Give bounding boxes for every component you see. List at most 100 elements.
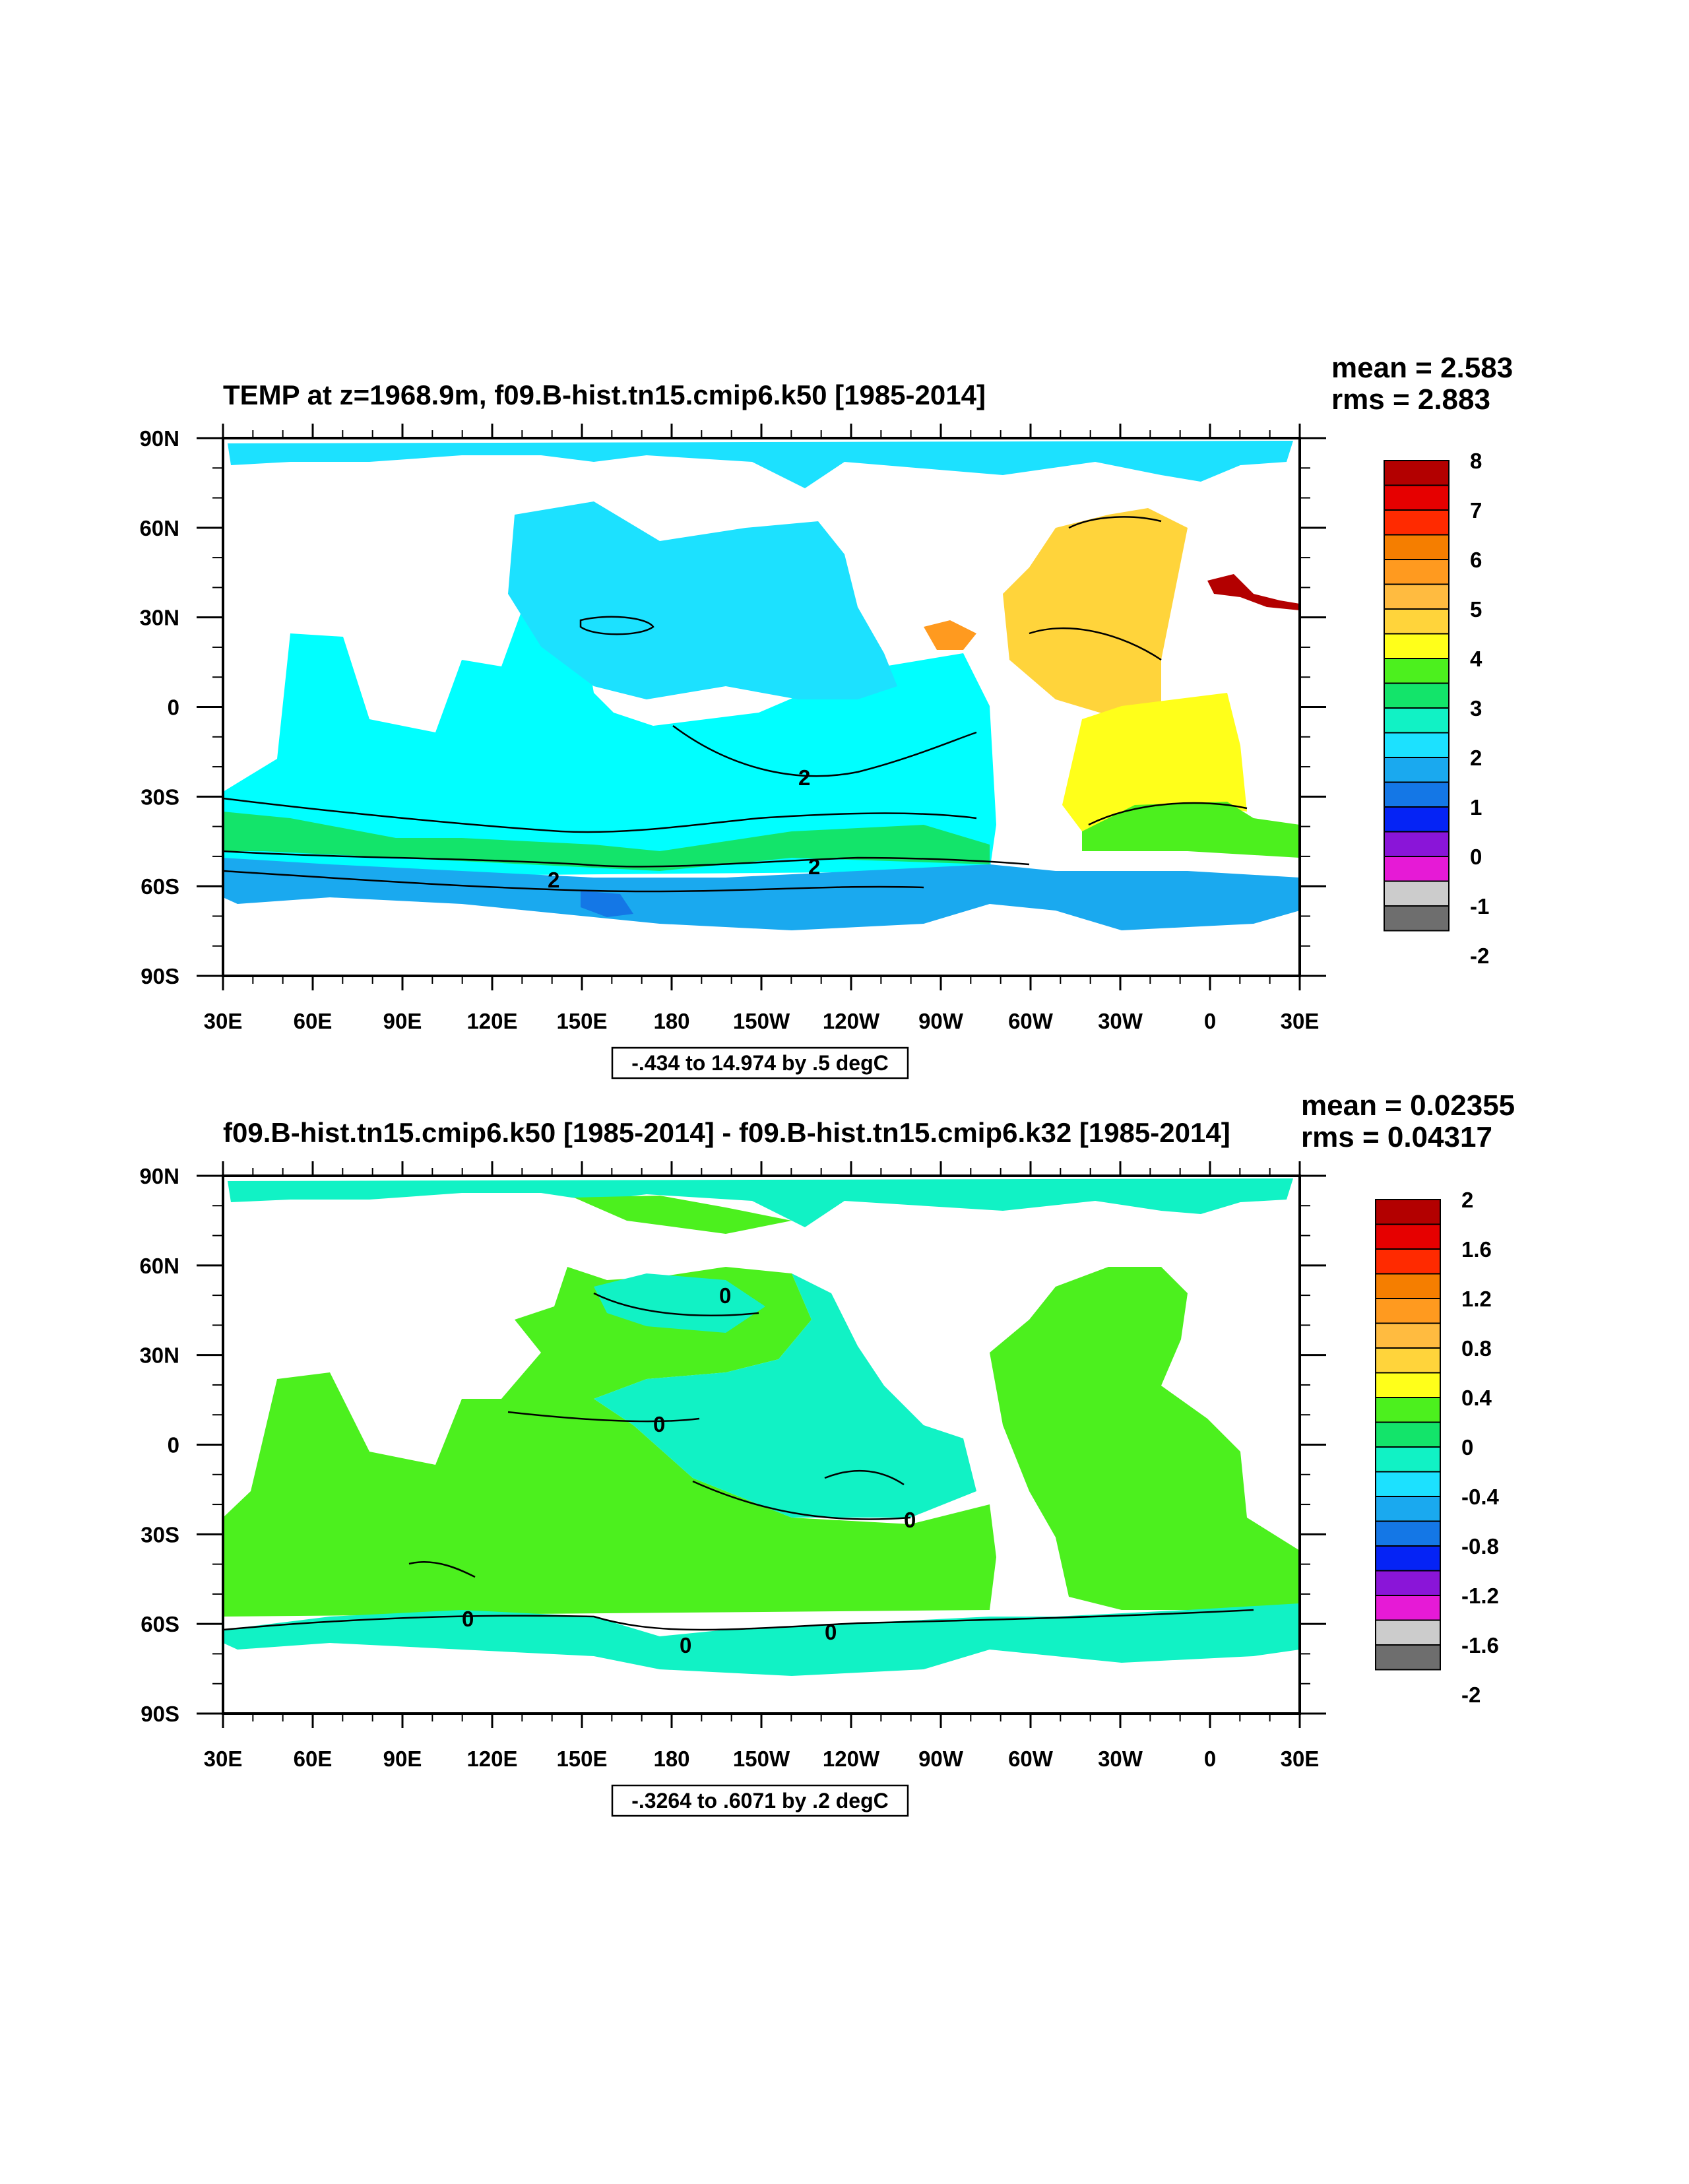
colorbar-swatch <box>1375 1619 1441 1646</box>
colorbar-swatch <box>1384 682 1450 709</box>
colorbar-label: 2 <box>1461 1188 1473 1212</box>
x-tick-label: 30E <box>204 1747 243 1771</box>
x-tick-label: 90W <box>918 1747 964 1771</box>
colorbar-label: 0 <box>1470 845 1482 869</box>
colorbar-swatch <box>1384 757 1450 783</box>
colorbar-label: -2 <box>1470 944 1489 968</box>
x-tick-label: 180 <box>653 1747 689 1771</box>
colorbar-swatch <box>1384 658 1450 684</box>
colorbar-swatch <box>1384 880 1450 907</box>
colorbar-swatch <box>1375 1595 1441 1621</box>
colorbar-swatch <box>1375 1446 1441 1473</box>
panel-2-contour-label: 0 <box>825 1620 837 1644</box>
colorbar-swatch <box>1375 1397 1441 1423</box>
colorbar-label: 0.4 <box>1461 1386 1492 1410</box>
colorbar-label: 5 <box>1470 597 1482 622</box>
colorbar-swatch <box>1375 1570 1441 1596</box>
panel-2-ocean-south-alt <box>223 1603 1300 1676</box>
colorbar-label: 0.8 <box>1461 1336 1492 1361</box>
panel-1-ocean-med <box>1207 574 1300 610</box>
panel-1-ocean-gulf <box>924 620 976 650</box>
colorbar-label: 1.6 <box>1461 1237 1492 1262</box>
x-tick-label: 90W <box>918 1009 964 1033</box>
colorbar-label: 1 <box>1470 795 1482 819</box>
panel-1-ocean-deep-patch <box>581 891 633 917</box>
x-tick-label: 30E <box>204 1009 243 1033</box>
x-tick-label: 60W <box>1008 1747 1054 1771</box>
colorbar-label: -2 <box>1461 1683 1481 1707</box>
y-tick-label: 90N <box>139 1164 179 1188</box>
panel-2-contour-label: 0 <box>719 1283 731 1308</box>
panel-2-range-box <box>611 1784 909 1817</box>
colorbar-swatch <box>1384 534 1450 560</box>
panel-1-contour-label: 2 <box>808 854 820 879</box>
colorbar-label: 8 <box>1470 449 1482 473</box>
colorbar-swatch <box>1375 1322 1441 1349</box>
panel-2-ocean-arctic <box>228 1178 1293 1227</box>
colorbar-label: 2 <box>1470 746 1482 770</box>
panel-2-ocean-atlantic <box>990 1267 1300 1610</box>
y-tick-label: 90S <box>141 964 179 988</box>
panel-1-contour-label: 2 <box>548 868 559 892</box>
panel-1-ocean-south-band <box>1082 802 1300 858</box>
colorbar-swatch <box>1384 633 1450 659</box>
y-tick-label: 60S <box>141 1612 179 1636</box>
colorbar-label: 3 <box>1470 696 1482 721</box>
x-tick-label: 0 <box>1204 1747 1216 1771</box>
colorbar-swatch <box>1384 484 1450 511</box>
x-tick-label: 30W <box>1098 1747 1143 1771</box>
panel-2: f09.B-hist.tn15.cmip6.k50 [1985-2014] - … <box>139 1089 1515 1817</box>
panel-1: TEMP at z=1968.9m, f09.B-hist.tn15.cmip6… <box>139 352 1513 1079</box>
panel-1-range-label: -.434 to 14.974 by .5 degC <box>631 1051 889 1075</box>
x-tick-label: 30E <box>1281 1009 1320 1033</box>
colorbar-swatch <box>1375 1421 1441 1448</box>
y-tick-label: 60N <box>139 1254 179 1278</box>
y-tick-label: 30S <box>141 1522 179 1547</box>
colorbar-swatch <box>1375 1545 1441 1572</box>
y-tick-label: 30N <box>139 1343 179 1368</box>
colorbar-swatch <box>1375 1273 1441 1299</box>
x-tick-label: 30W <box>1098 1009 1143 1033</box>
colorbar-swatch <box>1384 856 1450 882</box>
panel-1-ocean-south-deep <box>223 858 1300 930</box>
colorbar-label: -1.6 <box>1461 1633 1499 1657</box>
colorbar-swatch <box>1375 1644 1441 1671</box>
panel-1-ocean-atlantic-south <box>1062 693 1247 831</box>
colorbar-swatch <box>1375 1199 1441 1225</box>
colorbar-swatch <box>1375 1372 1441 1398</box>
panel-1-mean: mean = 2.583 <box>1331 352 1513 384</box>
colorbar-label: 1.2 <box>1461 1287 1492 1311</box>
panel-2-ocean-main <box>223 1267 996 1617</box>
colorbar-swatch <box>1375 1496 1441 1522</box>
colorbar-swatch <box>1384 806 1450 833</box>
panel-2-ocean-pacific-east <box>594 1273 976 1518</box>
colorbar-swatch <box>1384 460 1450 486</box>
y-tick-label: 60N <box>139 516 179 540</box>
colorbar-swatch <box>1384 831 1450 857</box>
x-tick-label: 60E <box>294 1747 333 1771</box>
colorbar-swatch <box>1375 1471 1441 1497</box>
colorbar-swatch <box>1375 1223 1441 1250</box>
panel-2-contour-label: 0 <box>904 1508 916 1532</box>
panel-2-mean: mean = 0.02355 <box>1301 1089 1515 1122</box>
panel-1-ocean-arctic <box>228 441 1293 488</box>
panel-1-map: 2 2 2 <box>223 438 1300 976</box>
panel-1-colorbar: 8 7 6 5 4 3 2 1 0 -1 -2 <box>1384 449 1489 968</box>
colorbar-label: -1.2 <box>1461 1584 1499 1608</box>
panel-1-ocean-pacific <box>508 501 897 699</box>
panel-1-ocean-main <box>223 574 996 878</box>
panel-1-range-box <box>611 1046 909 1079</box>
y-tick-label: 0 <box>168 695 179 720</box>
colorbar-swatch <box>1384 559 1450 585</box>
colorbar-swatch <box>1384 905 1450 932</box>
panel-2-contour-label: 0 <box>680 1633 691 1657</box>
colorbar-label: -1 <box>1470 894 1489 918</box>
panel-2-ocean-pacific-alt <box>594 1273 765 1333</box>
x-tick-label: 90E <box>383 1009 422 1033</box>
colorbar-swatch <box>1375 1347 1441 1374</box>
x-tick-label: 120E <box>466 1009 517 1033</box>
x-tick-label: 60E <box>294 1009 333 1033</box>
x-tick-label: 150E <box>556 1009 607 1033</box>
colorbar-swatch <box>1384 781 1450 808</box>
colorbar-swatch <box>1384 583 1450 610</box>
